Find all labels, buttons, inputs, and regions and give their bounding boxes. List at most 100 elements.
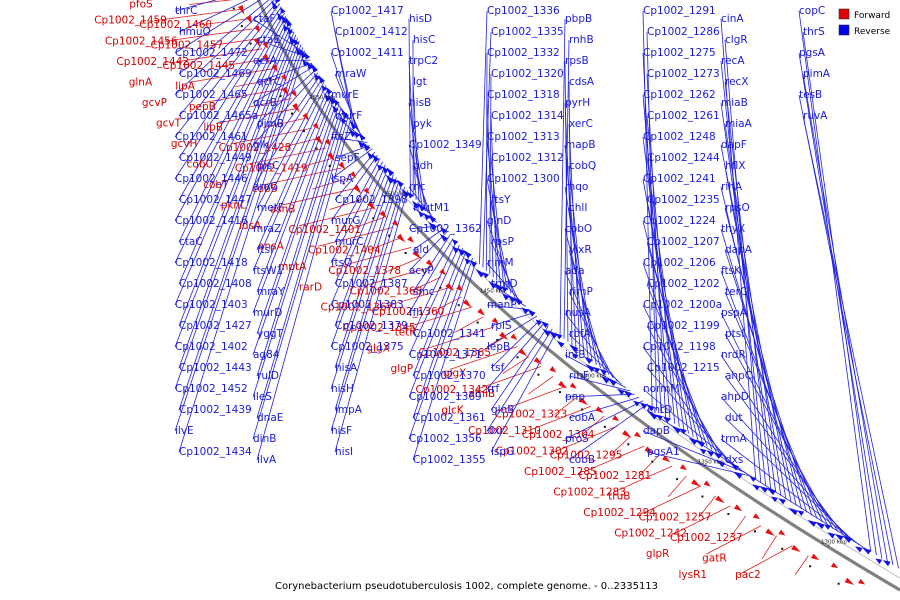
reverse-leader-line: [479, 10, 488, 265]
forward-feature-arrow: [353, 184, 362, 194]
gene-label: Cp1002_1310: [468, 425, 541, 437]
reverse-leader-line: [720, 228, 808, 513]
gene-label: recA: [721, 55, 745, 67]
forward-gene-labels: pfoSCp1002_1459Cp1002_1460Cp1002_1456Cp1…: [94, 0, 760, 581]
forward-leader-line: [554, 395, 579, 415]
gene-label: tsf: [491, 362, 505, 374]
reverse-leader-line: [486, 262, 523, 304]
reverse-feature-arrow: [333, 98, 340, 106]
reverse-feature-arrow: [507, 294, 516, 303]
reverse-leader-line: [724, 459, 866, 549]
forward-feature-arrow: [281, 86, 289, 97]
gene-label: Cp1002_1472: [175, 47, 248, 59]
gene-label: rihA: [721, 181, 743, 193]
reverse-leader-line: [252, 104, 340, 356]
reverse-leader-line: [256, 107, 342, 377]
reverse-feature-arrow: [417, 202, 426, 212]
gene-label: Cp1002_1314: [491, 110, 564, 122]
gene-label: Cp1002_1469: [179, 68, 252, 80]
gene-label: Cp1002_1398: [335, 194, 408, 206]
gene-label: cobO: [565, 223, 592, 235]
gene-label: Cp1002_1445: [162, 60, 235, 72]
gene-label: pgsA1: [647, 446, 680, 458]
reverse-feature-arrow: [513, 296, 523, 306]
forward-leader-line: [609, 435, 631, 456]
reverse-feature-arrow: [646, 403, 655, 412]
reverse-feature-arrow: [304, 52, 311, 60]
reverse-leader-line: [490, 319, 542, 369]
gene-label: Cp1002_1459: [94, 15, 167, 27]
gene-label: Cp1002_1416: [175, 215, 248, 227]
inner-track-mark: [581, 408, 584, 411]
gene-label: Cp1002_1285: [524, 466, 597, 478]
gene-label: murG: [331, 215, 360, 227]
gene-label: Cp1002_1418: [175, 257, 248, 269]
reverse-feature-arrow: [633, 400, 641, 407]
gene-label: ahpD: [721, 391, 749, 403]
forward-feature-arrow: [621, 429, 632, 438]
gene-label: Cp1002_1335: [491, 26, 564, 38]
gene-label: idsA: [239, 220, 262, 232]
gene-label: Cp1002_1446: [175, 173, 248, 185]
forward-leader-line: [527, 405, 592, 432]
reverse-leader-line: [486, 94, 494, 278]
reverse-feature-arrow: [396, 179, 404, 188]
reverse-feature-arrow: [451, 245, 460, 254]
gene-label: ylxR: [569, 244, 592, 256]
reverse-feature-arrow: [535, 319, 543, 326]
reverse-feature-arrow: [759, 485, 768, 493]
gene-label: ahpC: [725, 370, 752, 382]
reverse-feature-arrow: [494, 282, 504, 292]
forward-leader-line: [431, 296, 462, 313]
forward-leader-line: [643, 485, 702, 514]
gene-label: ilvE: [175, 425, 194, 437]
forward-leader-line: [794, 555, 809, 576]
forward-feature-arrow: [445, 282, 455, 292]
inner-track-mark: [315, 147, 318, 150]
inner-track-mark: [421, 269, 424, 272]
gene-label: hisC: [413, 34, 435, 46]
reverse-leader-line: [642, 178, 689, 434]
reverse-leader-line: [334, 177, 397, 369]
forward-feature-arrow: [830, 562, 839, 569]
gene-label: Cp1002_1379: [335, 320, 408, 332]
reverse-leader-line: [412, 241, 457, 335]
gene-label: mutM1: [413, 202, 450, 214]
reverse-leader-line: [486, 322, 545, 390]
gene-label: Cp1002_1456: [105, 35, 178, 47]
gene-label: Cp1002_1460: [139, 19, 212, 31]
reverse-leader-line: [724, 207, 802, 510]
gene-label: Cp1002_1355: [413, 454, 486, 466]
reverse-feature-arrow: [656, 414, 664, 421]
reverse-feature-arrow: [310, 62, 319, 73]
gene-label: ffh: [409, 307, 423, 319]
reverse-feature-arrow: [462, 249, 472, 259]
forward-feature-arrow: [578, 397, 588, 406]
reverse-feature-arrow: [469, 259, 478, 268]
forward-feature-arrow: [569, 382, 577, 389]
forward-feature-arrow: [549, 366, 557, 373]
gene-label: dut: [725, 412, 742, 424]
reverse-leader-line: [174, 28, 293, 306]
forward-feature-arrow: [858, 578, 866, 585]
forward-leader-line: [426, 326, 495, 350]
gene-label: ctaF: [253, 13, 275, 25]
gene-label: glgP: [391, 363, 414, 375]
reverse-feature-arrow: [367, 151, 374, 160]
gene-label: glgX: [443, 367, 466, 379]
gene-label: ctaC: [179, 236, 203, 248]
figure-caption: Corynebacterium pseudotuberculosis 1002,…: [275, 581, 658, 592]
inner-track-mark: [676, 478, 679, 481]
gene-label: lysR1: [679, 569, 708, 581]
reverse-leader-line: [646, 325, 722, 457]
reverse-feature-arrow: [572, 353, 579, 360]
reverse-leader-line: [720, 438, 861, 546]
reverse-leader-line: [178, 37, 298, 369]
reverse-feature-arrow: [601, 376, 610, 384]
gene-label: mqo: [565, 181, 588, 193]
reverse-leader-line: [490, 241, 519, 301]
reverse-feature-arrow: [501, 286, 508, 293]
inner-track-mark: [249, 42, 252, 45]
reverse-feature-arrow: [277, 12, 284, 21]
gene-label: Cp1002_1465a: [179, 110, 258, 122]
